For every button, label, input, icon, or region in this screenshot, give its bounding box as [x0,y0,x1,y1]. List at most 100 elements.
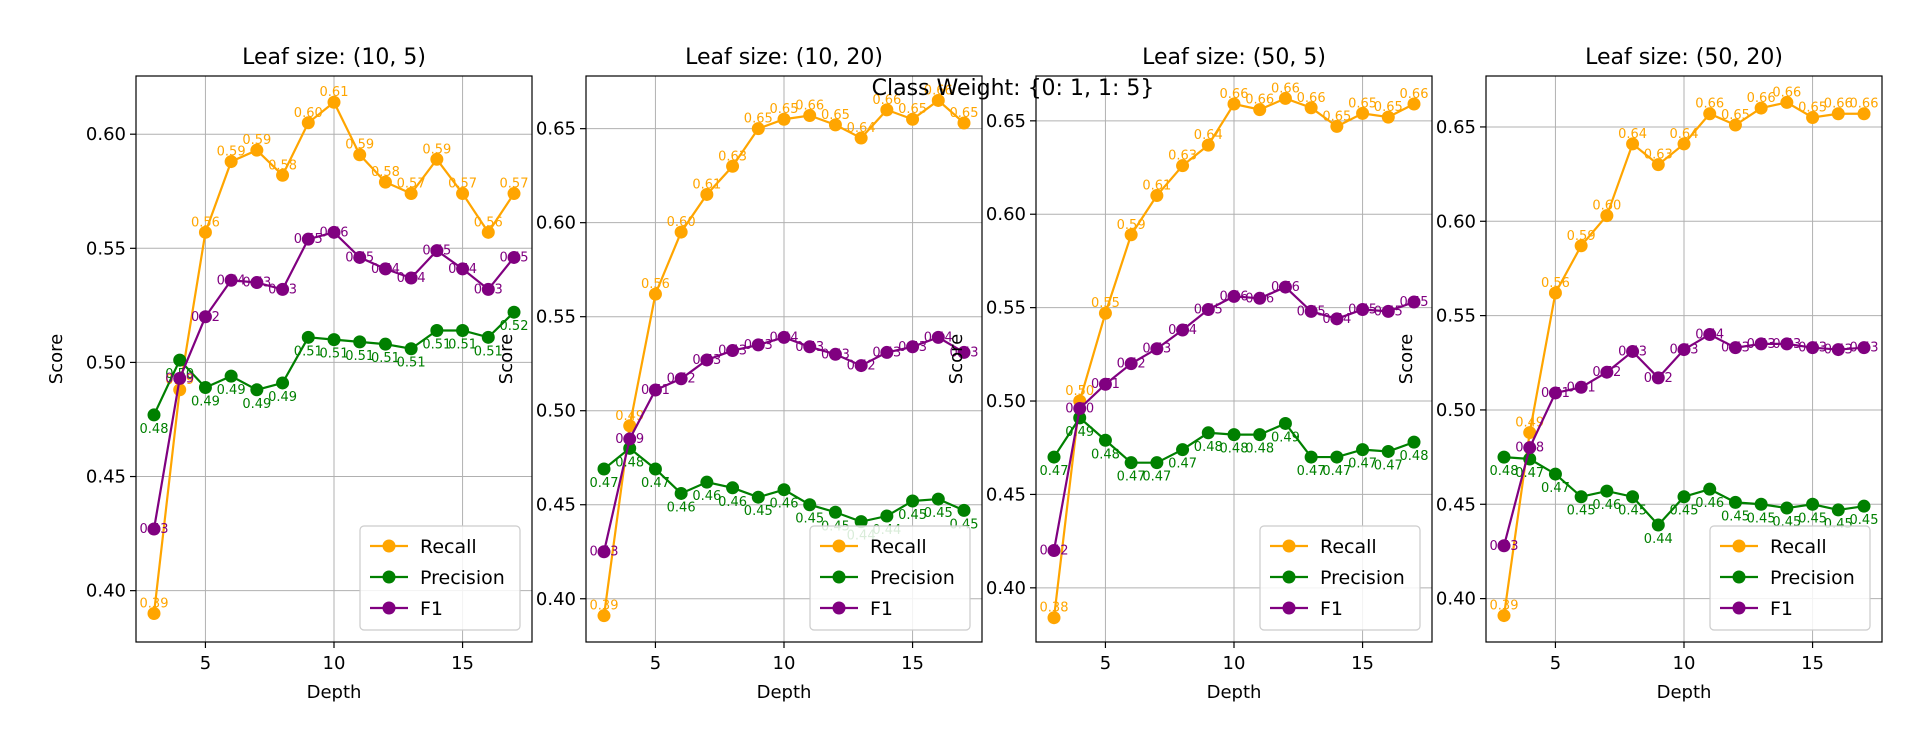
data-point-recall [1857,107,1871,121]
data-point-precision [1754,497,1768,511]
data-point-f1 [1831,343,1845,357]
legend-item-f1: F1 [370,598,443,620]
data-label-precision: 0.45 [1567,504,1596,519]
data-point-recall [430,152,444,166]
data-point-precision [1703,482,1717,496]
y-tick-label: 0.65 [986,111,1026,132]
data-point-recall [1407,97,1421,111]
subplot-title: Leaf size: (10, 20) [685,45,883,70]
series-recall: 0.390.490.560.590.600.640.630.640.660.65… [1490,85,1878,623]
data-label-recall: 0.65 [950,106,979,121]
y-tick-label: 0.40 [86,581,126,602]
legend-item-f1: F1 [1270,598,1343,620]
legend-label: Recall [420,536,477,558]
data-point-f1 [353,250,367,264]
data-point-recall [623,419,637,433]
data-point-f1 [301,232,315,246]
data-point-recall [674,225,688,239]
data-label-recall: 0.60 [294,106,323,121]
data-point-recall [957,116,971,130]
data-point-precision [1278,416,1292,430]
legend-marker [1732,570,1746,584]
legend-label: Precision [1320,567,1405,589]
subplots: 0.390.490.560.590.590.580.600.610.590.58… [46,45,1883,703]
data-label-recall: 0.63 [718,149,747,164]
legend-item-f1: F1 [820,598,893,620]
data-label-precision: 0.47 [1117,470,1146,485]
data-label-recall: 0.65 [1721,108,1750,123]
data-point-precision [173,353,187,367]
data-label-precision: 0.51 [294,344,323,359]
data-label-recall: 0.59 [345,138,374,153]
data-label-precision: 0.48 [1400,449,1429,464]
data-label-recall: 0.66 [1695,97,1724,112]
data-point-f1 [597,545,611,559]
data-point-recall [854,131,868,145]
data-label-precision: 0.47 [1297,464,1326,479]
x-tick-label: 15 [1351,653,1374,674]
data-point-f1 [880,345,894,359]
data-point-recall [1703,107,1717,121]
data-label-precision: 0.47 [1374,458,1403,473]
data-label-precision: 0.47 [1142,470,1171,485]
data-point-recall [1728,118,1742,132]
data-label-recall: 0.63 [1644,148,1673,163]
data-label-recall: 0.39 [140,596,169,611]
data-label-precision: 0.46 [1592,498,1621,513]
data-point-recall [1304,101,1318,115]
data-label-recall: 0.49 [615,409,644,424]
data-point-f1 [957,345,971,359]
data-point-precision [1201,426,1215,440]
data-label-recall: 0.60 [1592,199,1621,214]
data-point-precision [378,337,392,351]
data-label-recall: 0.66 [1747,91,1776,106]
data-point-precision [198,381,212,395]
data-point-precision [854,515,868,529]
data-label-f1: 0.53 [1721,341,1750,356]
data-label-recall: 0.57 [500,177,529,192]
data-point-recall [1278,91,1292,105]
data-label-precision: 0.48 [140,422,169,437]
data-label-precision: 0.47 [1348,457,1377,472]
data-point-recall [1381,110,1395,124]
data-point-recall [250,143,264,157]
y-axis-label: Score [46,334,67,384]
legend-label: Recall [870,536,927,558]
data-label-precision: 0.48 [615,455,644,470]
data-label-recall: 0.59 [1567,229,1596,244]
data-point-precision [301,330,315,344]
data-point-f1 [1330,312,1344,326]
data-point-f1 [1201,302,1215,316]
data-label-precision: 0.51 [345,349,374,364]
data-label-f1: 0.54 [397,271,426,286]
y-tick-label: 0.45 [986,484,1026,505]
data-label-precision: 0.48 [1490,464,1519,479]
x-tick-label: 15 [901,653,924,674]
data-point-recall [751,122,765,136]
data-point-f1 [1780,337,1794,351]
data-label-recall: 0.61 [1142,179,1171,194]
data-label-f1: 0.49 [615,432,644,447]
subplot-1: 0.390.490.560.590.590.580.600.610.590.58… [46,45,533,703]
data-label-recall: 0.50 [1065,384,1094,399]
data-point-f1 [1677,343,1691,357]
data-point-recall [1176,159,1190,173]
data-label-recall: 0.56 [1541,276,1570,291]
data-point-f1 [1806,341,1820,355]
data-point-recall [301,116,315,130]
legend-marker [382,570,396,584]
data-point-precision [1047,450,1061,464]
data-label-recall: 0.61 [692,177,721,192]
data-point-f1 [1754,337,1768,351]
data-label-precision: 0.47 [1168,457,1197,472]
data-label-f1: 0.56 [1220,289,1249,304]
legend-box [359,525,521,631]
data-point-precision [1600,484,1614,498]
data-point-f1 [224,273,238,287]
data-label-precision: 0.49 [268,390,297,405]
data-point-precision [906,494,920,508]
y-axis-label: Score [496,334,517,384]
data-point-recall [1356,106,1370,120]
data-point-recall [1227,97,1241,111]
